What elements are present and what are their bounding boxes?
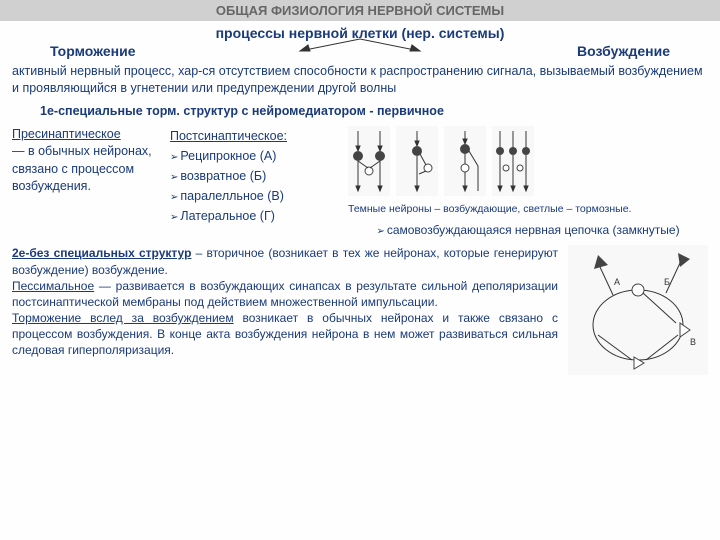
svg-text:Б: Б [664, 277, 670, 287]
branch-arrows-icon [280, 35, 440, 55]
postsyn-title: Постсинаптическое: [170, 126, 340, 146]
neuron-diagram-b [396, 126, 438, 196]
bottom-text-block: 2е-без специальных структур – вторичное … [12, 245, 558, 375]
branch-row: Торможение Возбуждение [0, 43, 720, 59]
postsyn-item: Латеральное (Г) [170, 206, 340, 226]
self-excite-text: самовозбуждающаяся нервная цепочка (замк… [348, 222, 708, 239]
mid-section: Пресинаптическое — в обычных нейронах, с… [0, 122, 720, 244]
neuron-diagram-a [348, 126, 390, 196]
diagrams-column: Темные нейроны – возбуждающие, светлые –… [348, 126, 708, 240]
branch-left: Торможение [50, 43, 136, 59]
definition-text: активный нервный процесс, хар-ся отсутст… [0, 59, 720, 99]
postsynaptic-column: Постсинаптическое: Реципрокное (А) возвр… [170, 126, 340, 240]
svg-text:В: В [690, 337, 696, 347]
postsyn-item: Реципрокное (А) [170, 146, 340, 166]
type1-heading: 1е-специальные торм. структур с нейромед… [0, 99, 720, 122]
pessimal-lead: Пессимальное [12, 279, 94, 293]
neuron-diagram-d [492, 126, 534, 196]
neuron-diagram-c [444, 126, 486, 196]
bottom-section: 2е-без специальных структур – вторичное … [0, 243, 720, 377]
neuron-diagrams-row [348, 126, 708, 196]
presyn-title: Пресинаптическое [12, 126, 162, 144]
branch-right: Возбуждение [577, 43, 670, 59]
pessimal-rest: — развивается в возбуждающих синапсах в … [12, 279, 558, 309]
diagram-caption: Темные нейроны – возбуждающие, светлые –… [348, 202, 708, 217]
circuit-diagram: А Б В [568, 245, 708, 375]
following-lead: Торможение вслед за возбуждением [12, 311, 234, 325]
type2-lead: 2е-без специальных структур [12, 246, 191, 260]
page-header: ОБЩАЯ ФИЗИОЛОГИЯ НЕРВНОЙ СИСТЕМЫ [0, 0, 720, 21]
svg-text:А: А [614, 277, 620, 287]
postsyn-item: возвратное (Б) [170, 166, 340, 186]
presynaptic-column: Пресинаптическое — в обычных нейронах, с… [12, 126, 162, 240]
postsyn-item: паралелльное (В) [170, 186, 340, 206]
presyn-text: — в обычных нейронах, связано с процессо… [12, 143, 162, 196]
